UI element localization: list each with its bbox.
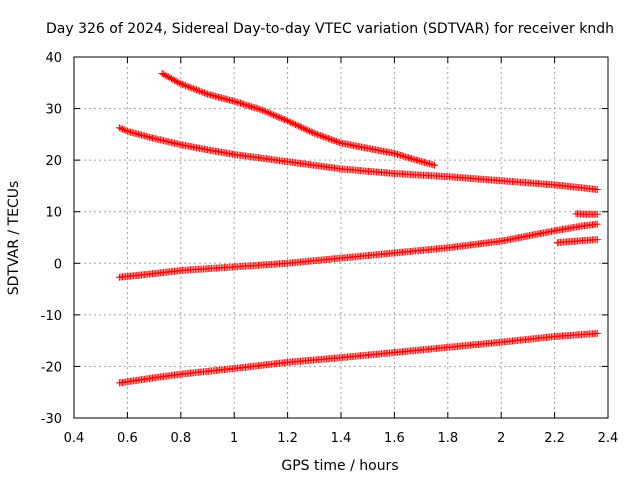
data-points xyxy=(553,236,601,247)
x-tick-label: 0.4 xyxy=(64,431,85,446)
chart-title: Day 326 of 2024, Sidereal Day-to-day VTE… xyxy=(46,21,614,37)
grid-lines xyxy=(74,57,608,418)
series-track-1 xyxy=(158,70,438,169)
y-tick-label: 40 xyxy=(45,51,62,66)
y-tick-label: 30 xyxy=(45,103,62,118)
data-points xyxy=(572,210,601,218)
x-tick-label: 1 xyxy=(230,431,238,446)
x-axis-title: GPS time / hours xyxy=(281,458,398,474)
x-tick-label: 1.8 xyxy=(437,431,458,446)
y-tick-label: 10 xyxy=(45,206,62,221)
x-tick-label: 0.8 xyxy=(170,431,191,446)
x-tick-label: 0.6 xyxy=(117,431,138,446)
y-axis-title: SDTVAR / TECUs xyxy=(6,181,22,296)
data-points xyxy=(115,220,601,281)
y-tick-label: -10 xyxy=(41,309,62,324)
x-tick-label: 1.4 xyxy=(331,431,352,446)
x-tick-label: 2 xyxy=(497,431,505,446)
x-tick-label: 2.4 xyxy=(598,431,619,446)
x-tick-label: 1.6 xyxy=(384,431,405,446)
data-points xyxy=(115,329,601,387)
x-tick-label: 1.2 xyxy=(277,431,298,446)
data-points xyxy=(158,70,438,169)
x-tick-labels: 0.4 0.6 0.8 1 1.2 1.4 1.6 1.8 2 2.2 2.4 xyxy=(64,431,619,446)
y-tick-label: 20 xyxy=(45,154,62,169)
y-tick-label: 0 xyxy=(54,257,62,272)
y-tick-label: -30 xyxy=(41,412,62,427)
data-series xyxy=(115,70,601,387)
plot-frame xyxy=(73,56,609,419)
y-tick-label: -20 xyxy=(41,360,62,375)
series-track-5 xyxy=(553,236,601,247)
x-tick-label: 2.2 xyxy=(544,431,565,446)
series-track-2 xyxy=(115,124,601,193)
y-tick-labels: -30 -20 -10 0 10 20 30 40 xyxy=(41,51,62,427)
data-points xyxy=(115,124,601,193)
series-track-3 xyxy=(572,210,601,218)
series-track-4 xyxy=(115,220,601,281)
series-track-6 xyxy=(115,329,601,387)
